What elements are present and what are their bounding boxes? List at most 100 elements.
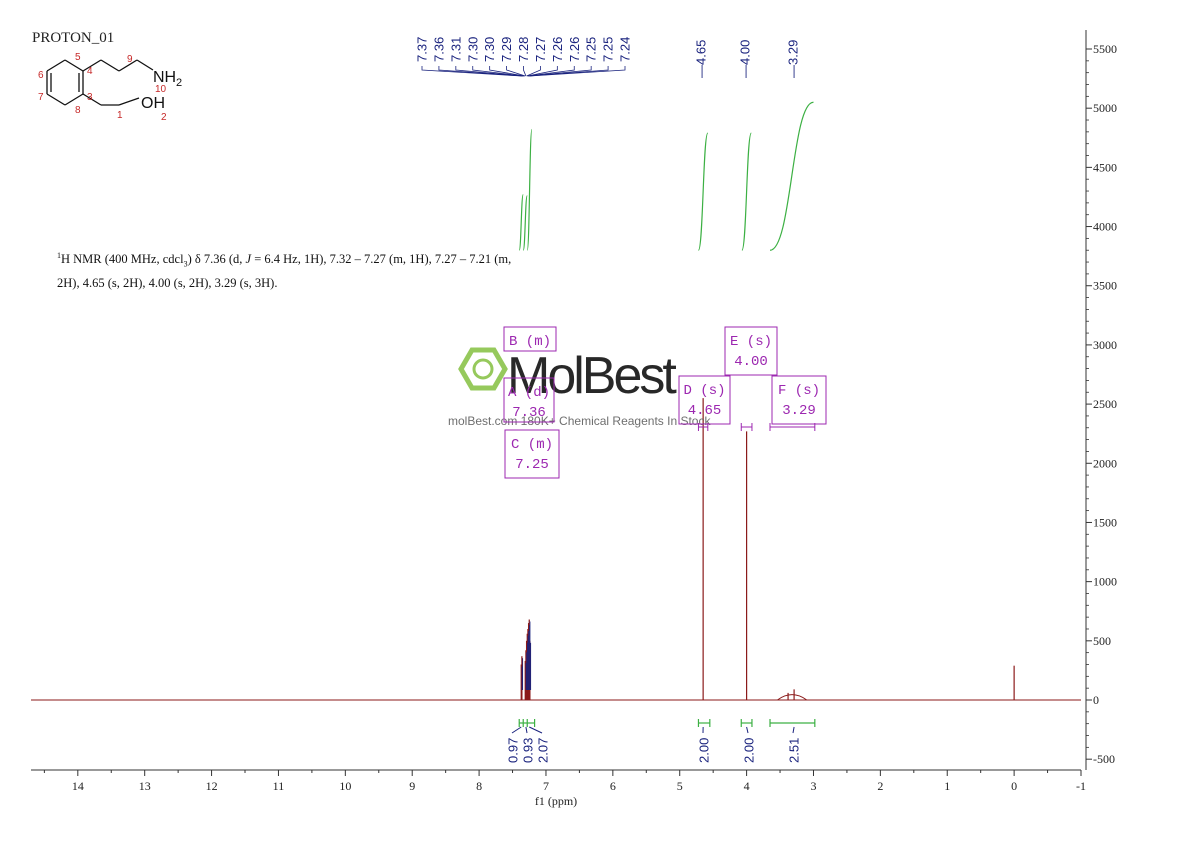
peak-label-leader (506, 66, 526, 77)
atom-label-8: 8 (75, 105, 81, 116)
x-tick-label: 3 (810, 779, 816, 793)
x-tick-label: 6 (610, 779, 616, 793)
x-tick-label: 2 (877, 779, 883, 793)
peak-shift-label: 7.25 (601, 37, 616, 62)
peak-label-leader (438, 66, 523, 77)
multiplet-boxes-layer: A (d) 7.36 B (m) C (m) 7.25 D (s) 4.65 E (s) 4.0… (503, 326, 827, 479)
multiplet-label: A (d) (508, 385, 550, 401)
watermark-logo-text: MolBest (507, 347, 677, 405)
x-tick-label: 5 (677, 779, 683, 793)
y-tick-label: 2500 (1093, 397, 1117, 411)
x-tick-label: -1 (1076, 779, 1086, 793)
atom-label-9: 9 (127, 54, 133, 65)
atom-label-3: 3 (87, 92, 93, 103)
axes-layer: 14 13 12 11 10 9 8 7 6 5 4 3 2 1 0 -1f1 (ppm)5500500045… (31, 30, 1117, 808)
integral-curve (741, 132, 752, 251)
peak-shift-label: 7.36 (431, 37, 446, 62)
y-tick-label: 4000 (1093, 220, 1117, 234)
x-tick-label: 13 (139, 779, 151, 793)
multiplet-box (724, 326, 778, 376)
atom-label-4: 4 (87, 66, 93, 77)
atom-label-6: 6 (38, 70, 44, 81)
peak-shift-label: —4.65 (694, 40, 709, 78)
nmr-desc-subscript: 3 (183, 259, 188, 269)
x-tick-label: 9 (409, 779, 415, 793)
integral-value: 0.93 (521, 738, 536, 763)
x-tick-label: 10 (339, 779, 351, 793)
integral-ranges-layer: 0.97 0.93 2.07 2.00 2.00 2.51 (506, 719, 816, 763)
integral-label-leader (529, 726, 543, 734)
peak-label-leader (472, 66, 524, 77)
x-axis-title: f1 (ppm) (535, 794, 577, 808)
spectrum-broad-peak (777, 694, 808, 701)
spectrum-layer (31, 398, 1081, 701)
peak-label-leader (529, 66, 626, 77)
integral-curve (769, 101, 814, 251)
multiplet-box (504, 429, 560, 479)
x-tick-label: 0 (1011, 779, 1017, 793)
multiplet-shift: 4.65 (688, 403, 722, 419)
integral-label-leader (525, 726, 528, 734)
y-tick-label: 5000 (1093, 101, 1117, 115)
x-tick-label: 12 (206, 779, 218, 793)
integral-value: 2.51 (787, 738, 802, 763)
nh-subscript: 2 (176, 77, 182, 89)
atom-label-1: 1 (117, 110, 123, 121)
peak-shift-label: 7.25 (584, 37, 599, 62)
y-tick-label: 500 (1093, 634, 1111, 648)
multiplet-shift: 7.25 (515, 457, 549, 473)
multiplet-label: C (m) (511, 437, 553, 453)
peak-shift-label: 7.26 (550, 37, 565, 62)
watermark: MolBest molBest.com 180K+ Chemical Reage… (448, 347, 711, 428)
peak-shift-label: 7.24 (618, 37, 633, 62)
x-tick-label: 4 (744, 779, 750, 793)
nmr-desc-part3: = 6.4 Hz, 1H), 7.32 – 7.27 (m, 1H), 7.27… (251, 252, 512, 267)
peak-shift-label: —3.29 (786, 40, 801, 78)
integral-curve (526, 128, 533, 251)
peak-label-leader (526, 66, 541, 77)
y-tick-label: 2000 (1093, 456, 1117, 470)
integral-value: 2.07 (536, 738, 551, 763)
x-tick-label: 7 (543, 779, 549, 793)
y-tick-label: 1500 (1093, 515, 1117, 529)
integral-label-leader (746, 726, 749, 734)
multiplet-label: F (s) (778, 383, 820, 399)
y-tick-label: 1000 (1093, 575, 1117, 589)
integral-curves-layer (518, 101, 814, 251)
multiplet-shift: 7.36 (512, 405, 546, 421)
nmr-desc-line2: 2H), 4.65 (s, 2H), 4.00 (s, 2H), 3.29 (s… (57, 275, 278, 290)
nmr-desc-part1: H NMR (400 MHz, cdcl (61, 252, 184, 267)
peak-labels-layer: 7.37 7.36 7.31 7.30 7.30 7.29 7.28 7.27 7.26 7.26… (415, 37, 801, 78)
peak-label-leader (527, 66, 558, 77)
integral-value: 0.97 (506, 738, 521, 763)
y-tick-label: 5500 (1093, 42, 1117, 56)
peak-label-leader (528, 66, 592, 77)
multiplet-shift: 3.29 (782, 403, 816, 419)
multiplet-label: B (m) (509, 334, 551, 350)
nmr-desc-j-symbol: J (245, 252, 252, 267)
atom-label-10: 10 (155, 84, 167, 95)
peak-shift-label: —4.00 (738, 40, 753, 78)
watermark-subtext: molBest.com 180K+ Chemical Reagents In S… (448, 414, 711, 428)
peak-shift-label: 7.26 (567, 37, 582, 62)
atom-label-5: 5 (75, 52, 81, 63)
oh-group: OH (141, 95, 165, 112)
peak-shift-label: 7.30 (482, 37, 497, 62)
peak-label-leader (421, 66, 522, 77)
molecule-structure: 5 4 9 6 7 3 8 1 10 2 NH 2 OH (38, 52, 182, 123)
peak-label-leader (523, 66, 527, 77)
multiplet-shift: 4.00 (734, 354, 768, 370)
peak-label-leader (455, 66, 524, 77)
integral-value: 2.00 (742, 738, 757, 763)
peak-label-leader (489, 66, 525, 77)
peak-label-leader (527, 66, 575, 77)
integral-curve (697, 132, 709, 251)
y-tick-label: 3000 (1093, 338, 1117, 352)
nmr-description: 1H NMR (400 MHz, cdcl3) δ 7.36 (d, J = 6… (57, 247, 617, 292)
multiplet-box (503, 377, 555, 423)
y-tick-label: 3500 (1093, 279, 1117, 293)
peak-shift-label: 7.28 (516, 37, 531, 62)
integral-curve (522, 195, 528, 251)
